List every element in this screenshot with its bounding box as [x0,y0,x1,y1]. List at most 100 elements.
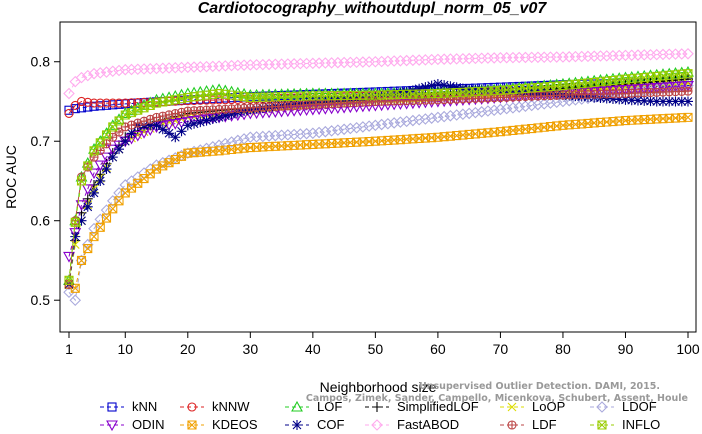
point-kdeos-5 [89,232,99,242]
point-ldof-38 [294,128,307,140]
point-cof-61 [439,80,450,91]
point-cof-70 [495,86,506,97]
point-cof-94 [645,96,656,107]
point-kdeos-8 [108,204,118,214]
legend-label-knnw: kNNW [212,399,250,414]
x-tick-label-1: 1 [65,341,73,357]
point-ldof-62 [444,110,457,122]
point-knnw-2 [70,100,80,111]
point-cof-97 [664,96,675,107]
point-cof-26 [220,110,231,121]
legend-label-ldof: LDOF [622,399,657,414]
legend-item-loop: LoOP [500,399,565,414]
point-odin-12 [131,130,144,142]
point-ldof-73 [513,101,525,113]
point-ldof-46 [344,122,357,135]
point-kdeos-3 [76,255,87,266]
x-axis: 1 10 20 30 40 50 60 70 80 90 100 [65,332,700,357]
point-inflo-7 [101,130,112,140]
series-line-fastabod [68,53,689,94]
point-inflo-4 [83,161,93,171]
point-cof-99 [676,96,687,107]
point-fastabod-2 [69,75,82,88]
point-ldof-37 [288,128,300,141]
point-ldof-6 [94,213,107,226]
watermark: Unsupervised Outlier Detection. DAMI, 20… [306,381,688,404]
point-ldof-31 [250,131,263,143]
point-cof-9 [114,144,125,155]
point-odin-97 [663,82,676,93]
point-ldof-52 [382,117,394,130]
point-knnw-25 [214,95,224,105]
plot-series [63,48,694,306]
point-cof-88 [607,93,618,104]
x-axis-label: Neighborhood size [320,379,437,395]
point-cof-62 [445,81,456,92]
plot-frame [59,21,697,333]
point-knnw-3 [76,96,87,107]
point-odin-18 [169,119,182,130]
point-knn-1 [64,105,74,115]
point-ldof-4 [81,238,94,251]
legend-label-inflo: INFLO [622,417,660,432]
legend-item-fastabod: FastABOD [365,417,459,432]
point-cof-25 [214,112,225,123]
point-ldof-32 [257,130,269,143]
point-cof-89 [614,94,625,105]
point-ldof-71 [500,102,513,115]
point-knnw-4 [83,97,93,107]
point-cof-95 [651,96,662,107]
point-cof-22 [195,117,206,128]
point-cof-66 [470,84,481,95]
legend-item-odin: ODIN [100,417,165,432]
legend-swatch-marker-lof [291,400,303,412]
point-odin-19 [175,117,188,129]
point-inflo-3 [76,176,87,186]
point-knnw-10 [120,98,130,108]
point-inflo-1 [64,275,74,285]
point-odin-99 [675,81,688,93]
point-ldof-28 [232,134,244,147]
x-tick-label-30: 30 [243,341,259,357]
point-inflo-2 [70,217,80,227]
legend-swatch-marker-odin [106,420,118,432]
point-cof-23 [201,115,212,126]
point-cof-17 [164,128,175,139]
legend-item-knnw: kNNW [180,399,250,414]
point-ldof-78 [544,97,557,109]
legend-label-lof: LOF [317,399,342,414]
point-ldof-43 [325,125,338,137]
legend-swatch-marker-kdeos [187,420,197,430]
legend-label-knn: kNN [132,399,157,414]
legend: kNN kNNW LOF SimplifiedLOF LoOP LDOF ODIN KDEOS… [100,399,660,432]
point-cof-10 [120,136,131,147]
point-ldf-100 [683,86,693,96]
point-cof-51 [376,91,387,102]
legend-label-cof: COF [317,417,345,432]
point-fastabod-6 [94,67,107,79]
point-cof-24 [207,113,218,124]
legend-swatch-marker-knn [107,402,117,412]
point-kdeos-4 [83,243,93,254]
point-ldof-70 [494,103,507,116]
point-ldof-33 [263,130,275,142]
point-ldof-57 [413,113,425,126]
point-fastabod-3 [75,71,88,84]
point-cof-93 [639,95,650,106]
legend-label-fastabod: FastABOD [397,417,459,432]
point-ldof-79 [550,96,563,109]
x-tick-label-10: 10 [117,341,133,357]
x-tick-label-80: 80 [555,341,571,357]
point-fastabod-5 [88,67,100,80]
point-knnw-5 [89,98,99,108]
point-cof-21 [189,118,200,129]
point-fastabod-7 [100,66,113,78]
point-ldof-54 [394,116,407,128]
x-tick-label-60: 60 [430,341,446,357]
point-knnw-26 [220,95,230,105]
point-ldof-55 [400,115,413,128]
point-kdeos-100 [683,112,693,122]
point-ldof-3 [75,254,88,267]
point-cof-4 [82,201,93,212]
point-cof-72 [507,87,518,98]
